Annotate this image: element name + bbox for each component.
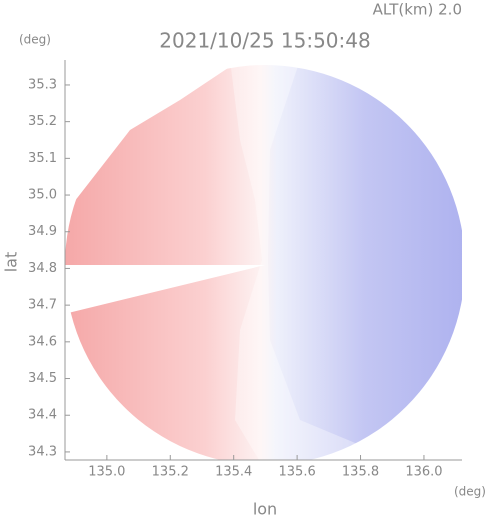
y-tick-label: 34.9	[28, 224, 57, 239]
x-label: lon	[253, 500, 277, 519]
x-tick-label: 135.2	[152, 465, 189, 480]
y-tick-label: 35.2	[28, 114, 57, 129]
y-tick-label: 34.6	[28, 334, 57, 349]
subtitle: ALT(km) 2.0	[373, 1, 462, 19]
y-tick-label: 35.3	[28, 77, 57, 92]
axes	[64, 60, 462, 461]
x-tick-label: 135.8	[342, 465, 379, 480]
chart-title: 2021/10/25 15:50:48	[159, 29, 370, 53]
y-unit: (deg)	[19, 33, 51, 47]
x-tick-label: 136.0	[405, 465, 442, 480]
y-tick-label: 34.3	[28, 444, 57, 459]
x-tick-label: 135.6	[279, 465, 316, 480]
x-tick-label: 135.4	[215, 465, 252, 480]
y-tick-label: 34.5	[28, 371, 57, 386]
y-label: lat	[2, 252, 21, 273]
radar-field	[65, 60, 462, 460]
x-tick-label: 135.0	[88, 465, 125, 480]
y-tick-label: 35.0	[28, 188, 57, 203]
y-tick-label: 34.8	[28, 261, 57, 276]
y-tick-label: 34.7	[28, 298, 57, 313]
y-tick-label: 34.4	[28, 408, 57, 423]
y-tick-label: 35.1	[28, 151, 57, 166]
x-unit: (deg)	[454, 485, 486, 499]
